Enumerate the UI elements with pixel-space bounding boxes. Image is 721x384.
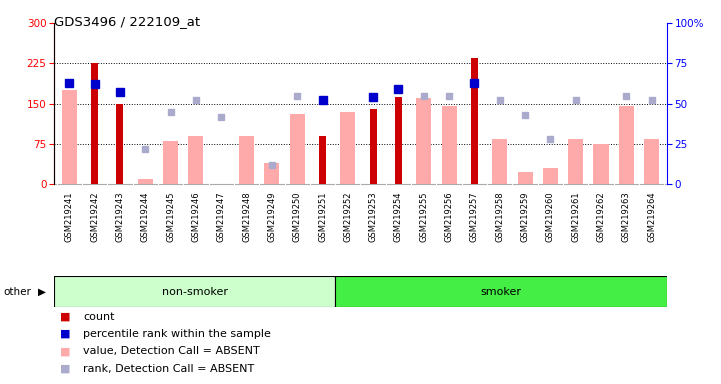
Text: percentile rank within the sample: percentile rank within the sample [83, 329, 271, 339]
Bar [91, 63, 98, 184]
Text: GSM219254: GSM219254 [394, 191, 403, 242]
Text: GSM219255: GSM219255 [420, 191, 428, 242]
Text: GSM219249: GSM219249 [267, 191, 276, 242]
Bar [370, 109, 376, 184]
Bar [117, 104, 123, 184]
Text: GSM219247: GSM219247 [217, 191, 226, 242]
Text: GSM219257: GSM219257 [470, 191, 479, 242]
Text: ▶: ▶ [37, 287, 45, 297]
Text: ■: ■ [60, 312, 70, 322]
Bar [593, 144, 609, 184]
Bar [395, 97, 402, 184]
Text: GSM219262: GSM219262 [596, 191, 606, 242]
Bar [518, 172, 533, 184]
Bar [619, 106, 634, 184]
Text: ■: ■ [60, 329, 70, 339]
Bar [416, 98, 431, 184]
Bar [319, 136, 326, 184]
Bar [54, 276, 335, 307]
Bar [239, 136, 254, 184]
Text: rank, Detection Call = ABSENT: rank, Detection Call = ABSENT [83, 364, 255, 374]
Text: other: other [4, 287, 32, 297]
Text: GSM219251: GSM219251 [318, 191, 327, 242]
Text: ■: ■ [60, 364, 70, 374]
Text: GSM219242: GSM219242 [90, 191, 99, 242]
Text: count: count [83, 312, 115, 322]
Bar [644, 139, 659, 184]
Bar [335, 276, 667, 307]
Text: GSM219260: GSM219260 [546, 191, 555, 242]
Bar [290, 114, 305, 184]
Text: GSM219244: GSM219244 [141, 191, 150, 242]
Text: GSM219250: GSM219250 [293, 191, 301, 242]
Bar [441, 106, 456, 184]
Bar [543, 168, 558, 184]
Text: GDS3496 / 222109_at: GDS3496 / 222109_at [54, 15, 200, 28]
Text: GSM219241: GSM219241 [65, 191, 74, 242]
Text: GSM219263: GSM219263 [622, 191, 631, 242]
Text: GSM219243: GSM219243 [115, 191, 125, 242]
Text: GSM219259: GSM219259 [521, 191, 530, 242]
Bar [138, 179, 153, 184]
Text: smoker: smoker [480, 287, 521, 297]
Text: GSM219245: GSM219245 [166, 191, 175, 242]
Bar [265, 163, 280, 184]
Text: GSM219258: GSM219258 [495, 191, 504, 242]
Bar [568, 139, 583, 184]
Bar [492, 139, 508, 184]
Bar [188, 136, 203, 184]
Text: GSM219253: GSM219253 [368, 191, 378, 242]
Bar [163, 141, 178, 184]
Bar [62, 90, 77, 184]
Text: GSM219261: GSM219261 [571, 191, 580, 242]
Text: GSM219256: GSM219256 [445, 191, 454, 242]
Text: GSM219248: GSM219248 [242, 191, 251, 242]
Text: GSM219246: GSM219246 [191, 191, 200, 242]
Bar [471, 58, 478, 184]
Text: GSM219264: GSM219264 [647, 191, 656, 242]
Text: value, Detection Call = ABSENT: value, Detection Call = ABSENT [83, 346, 260, 356]
Bar [340, 112, 355, 184]
Text: non-smoker: non-smoker [162, 287, 228, 297]
Text: GSM219252: GSM219252 [343, 191, 353, 242]
Text: ■: ■ [60, 346, 70, 356]
